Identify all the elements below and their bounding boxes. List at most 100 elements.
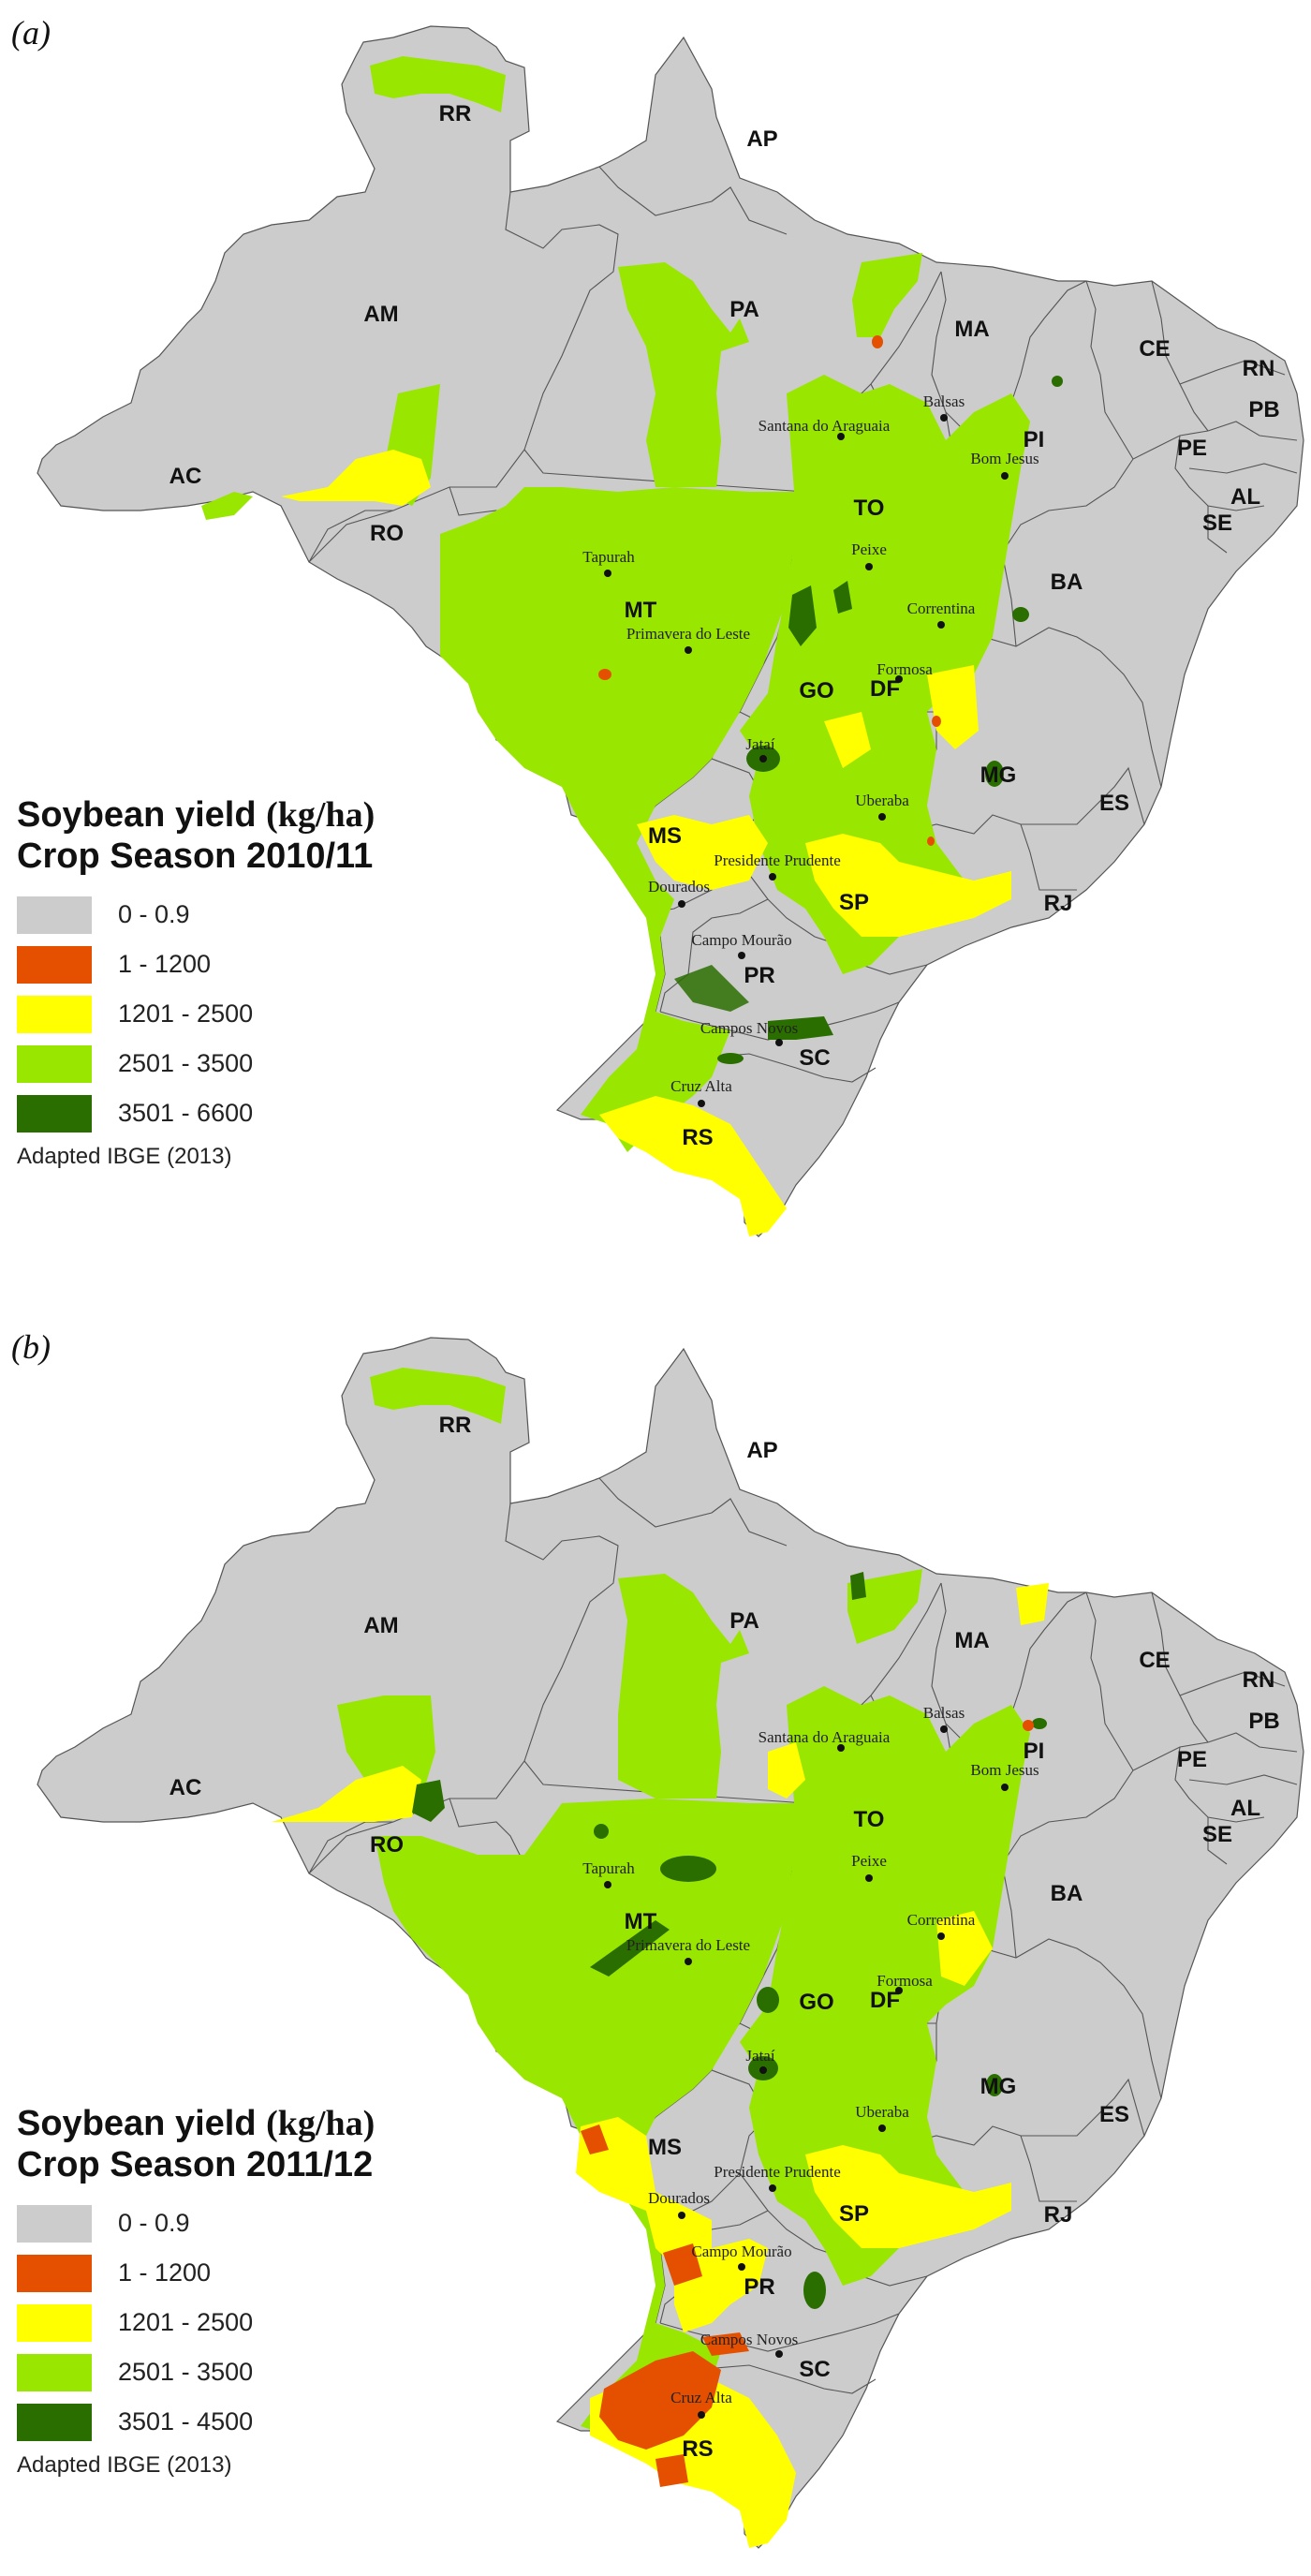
legend-item: 2501 - 3500 [17, 2347, 375, 2397]
state-label-RJ: RJ [1044, 891, 1073, 916]
legend-item: 2501 - 3500 [17, 1039, 375, 1088]
legend-title-unit: (kg/ha) [266, 2104, 376, 2143]
legend-item: 0 - 0.9 [17, 890, 375, 940]
state-label-RS: RS [682, 1125, 713, 1150]
city-markers: Balsas Santana do Araguaia Bom Jesus Tap… [582, 1704, 1039, 2419]
legend-swatch-low [17, 945, 92, 984]
city-dot [604, 570, 611, 577]
city-dot [895, 1987, 903, 1994]
state-label-TO: TO [854, 496, 885, 521]
brazil-yield-map-2011-12: RR AP AM PA MA CE RN PB PE AL SE AC RO T… [37, 1337, 1304, 2549]
city-label-formosa: Formosa [876, 1972, 933, 1990]
city-label-balsas: Balsas [923, 392, 965, 410]
legend-item: 0 - 0.9 [17, 2198, 375, 2248]
city-dot [895, 675, 903, 683]
city-dot [1001, 1784, 1009, 1791]
state-label-MA: MA [954, 1628, 989, 1653]
city-label-peixe: Peixe [851, 540, 887, 558]
city-label-uberaba: Uberaba [855, 792, 909, 809]
city-label-santana-do-araguaia: Santana do Araguaia [759, 1728, 891, 1746]
city-label-peixe: Peixe [851, 1852, 887, 1870]
legend-item: 3501 - 6600 [17, 1088, 375, 1138]
state-label-AM: AM [363, 1613, 398, 1638]
city-dot [878, 2124, 886, 2132]
city-dot [865, 1874, 873, 1882]
city-label-campo-mourao: Campo Mourão [691, 2243, 791, 2260]
state-label-PA: PA [729, 1608, 759, 1634]
state-label-AL: AL [1230, 484, 1260, 510]
city-dot [775, 1039, 783, 1046]
state-label-MT: MT [625, 598, 657, 623]
state-label-GO: GO [799, 1990, 833, 2015]
city-dot [698, 1100, 705, 1107]
legend-title-unit: (kg/ha) [266, 795, 376, 835]
legend-source: Adapted IBGE (2013) [17, 2452, 232, 2478]
state-label-PA: PA [729, 297, 759, 322]
city-label-tapurah: Tapurah [582, 548, 635, 566]
legend-item-label: 0 - 0.9 [118, 900, 190, 928]
legend-item: 1201 - 2500 [17, 989, 375, 1039]
legend-item: 1 - 1200 [17, 940, 375, 989]
city-dot [940, 414, 948, 422]
state-label-RN: RN [1243, 356, 1275, 381]
map-panel-2011-12: RR AP AM PA MA CE RN PB PE AL SE AC RO T… [0, 1288, 1311, 2576]
map-panel-2010-11: RR AP AM PA MA CE RN PB PE AL SE AC RO T… [11, 14, 1304, 1237]
city-label-formosa: Formosa [876, 660, 933, 678]
state-label-PB: PB [1248, 397, 1279, 422]
state-label-PR: PR [744, 2274, 774, 2300]
city-label-presidente-prudente: Presidente Prudente [714, 2163, 841, 2181]
state-label-RN: RN [1243, 1667, 1275, 1693]
legend-item-label: 1201 - 2500 [118, 2308, 254, 2336]
state-labels: RR AP AM PA MA CE RN PB PE AL SE AC RO T… [169, 1413, 1280, 2462]
state-label-SE: SE [1202, 511, 1232, 536]
city-markers: Balsas Santana do Araguaia Bom Jesus Tap… [582, 392, 1039, 1107]
legend-2011-12: Soybean yield (kg/ha) Crop Season 2011/1… [17, 2103, 375, 2479]
state-label-MS: MS [648, 2135, 682, 2160]
panel-label-a: (a) [11, 14, 51, 52]
city-dot [759, 755, 767, 762]
city-label-dourados: Dourados [648, 878, 710, 896]
state-label-SP: SP [839, 890, 869, 915]
yield-patches-2010-11 [201, 56, 1063, 1236]
city-label-tapurah: Tapurah [582, 1859, 635, 1877]
state-label-AP: AP [746, 126, 777, 152]
legend-item-label: 2501 - 3500 [118, 2358, 254, 2386]
city-dot [769, 873, 776, 881]
state-label-RS: RS [682, 2436, 713, 2462]
state-label-AM: AM [363, 302, 398, 327]
state-label-SC: SC [799, 1045, 830, 1071]
panel-label-b: (b) [11, 1328, 51, 1366]
brazil-yield-map-2010-11: RR AP AM PA MA CE RN PB PE AL SE AC RO T… [37, 25, 1304, 1237]
state-label-SP: SP [839, 2201, 869, 2227]
state-label-SC: SC [799, 2357, 830, 2382]
city-dot [769, 2184, 776, 2192]
state-label-SE: SE [1202, 1822, 1232, 1847]
city-label-campo-mourao: Campo Mourão [691, 931, 791, 949]
state-label-RR: RR [439, 1413, 472, 1438]
legend-title: Soybean yield (kg/ha) Crop Season 2010/1… [17, 794, 375, 877]
state-label-PE: PE [1177, 436, 1207, 461]
legend-swatch-top [17, 2403, 92, 2441]
legend-item-label: 1 - 1200 [118, 950, 212, 978]
legend-swatch-low [17, 2254, 92, 2292]
city-label-campos-novos: Campos Novos [700, 2331, 798, 2348]
state-label-AL: AL [1230, 1796, 1260, 1821]
legend-swatch-high [17, 2353, 92, 2391]
state-label-DF: DF [870, 676, 900, 702]
state-label-AP: AP [746, 1438, 777, 1463]
city-dot [738, 2263, 745, 2271]
legend-item: 3501 - 4500 [17, 2397, 375, 2447]
legend-swatch-top [17, 1094, 92, 1133]
state-label-ES: ES [1099, 2102, 1129, 2127]
state-label-MA: MA [954, 317, 989, 342]
state-label-RR: RR [439, 101, 472, 126]
legend-source: Adapted IBGE (2013) [17, 1144, 232, 1169]
state-label-CE: CE [1139, 336, 1170, 362]
state-label-RJ: RJ [1044, 2202, 1073, 2228]
state-label-PE: PE [1177, 1747, 1207, 1772]
state-label-RO: RO [370, 1832, 404, 1858]
legend-item: 1 - 1200 [17, 2248, 375, 2298]
state-label-PI: PI [1024, 427, 1045, 452]
legend-items: 0 - 0.9 1 - 1200 1201 - 2500 2501 - 3500… [17, 2198, 375, 2447]
city-dot [698, 2411, 705, 2419]
